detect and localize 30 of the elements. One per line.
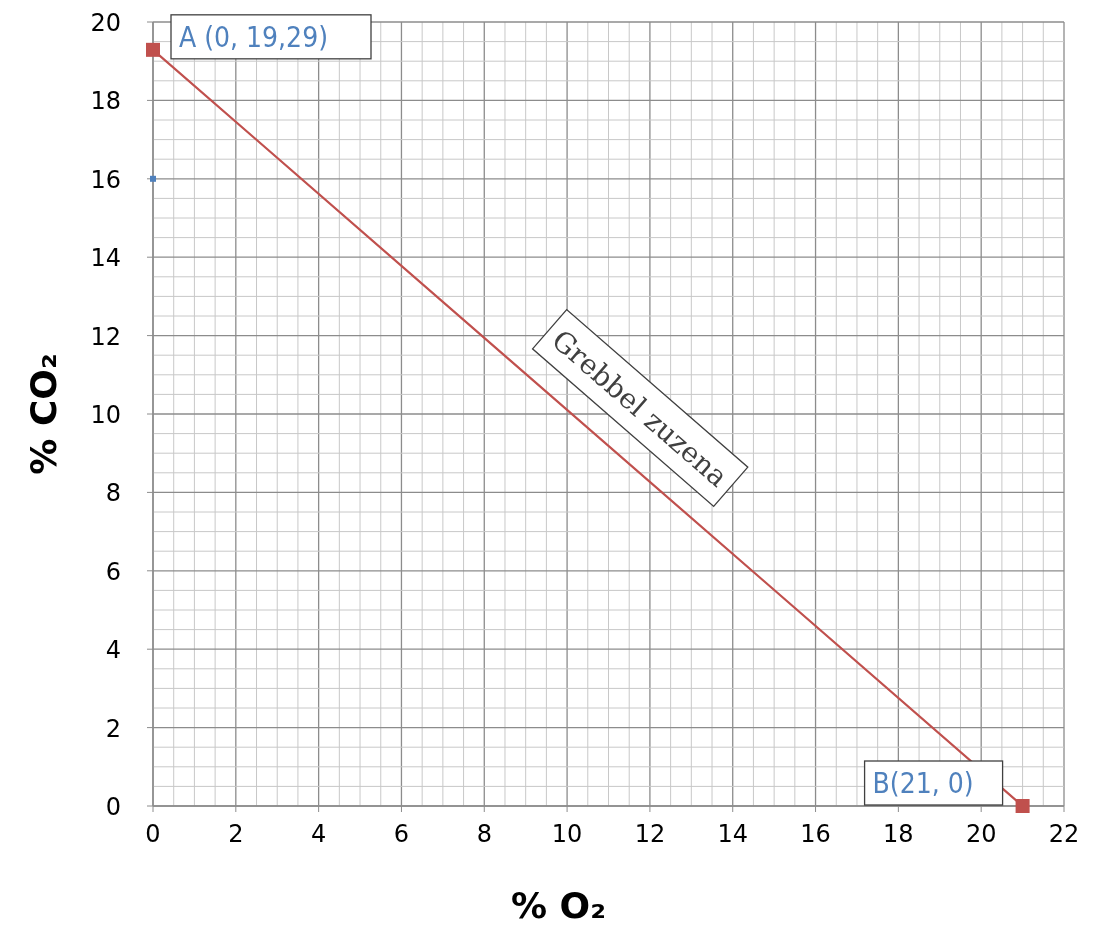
y-tick-label: 18 [90,87,121,116]
point [150,175,156,182]
y-tick-label: 0 [105,793,121,821]
x-tick-label: 2 [228,820,244,848]
x-tick-label: 16 [800,820,831,848]
y-tick-label: 8 [105,479,121,508]
y-tick-label: 20 [90,9,121,37]
point [146,42,160,57]
y-tick-label: 2 [105,714,121,743]
annotation: B(21, 0) [872,767,974,800]
x-tick-label: 0 [145,820,161,848]
point [1015,799,1030,813]
x-tick-label: 8 [476,820,492,848]
y-tick-label: 16 [90,165,121,194]
x-tick-label: 10 [551,820,583,848]
y-tick-label: 12 [90,322,121,351]
y-tick-label: 6 [105,557,121,586]
y-tick-label: 14 [90,244,121,273]
x-tick-label: 20 [965,820,997,848]
x-tick-label: 14 [717,820,748,848]
annotation: A (0, 19,29) [179,20,328,54]
y-tick-label: 10 [90,401,121,429]
y-tick-label: 4 [105,636,121,665]
x-tick-label: 4 [311,820,327,848]
x-tick-label: 18 [883,820,914,848]
x-tick-label: 22 [1048,820,1080,848]
x-axis-title: % O₂ [511,885,606,926]
y-axis-title: % CO₂ [23,353,64,475]
x-tick-label: 6 [393,820,410,848]
x-tick-label: 12 [634,820,666,848]
